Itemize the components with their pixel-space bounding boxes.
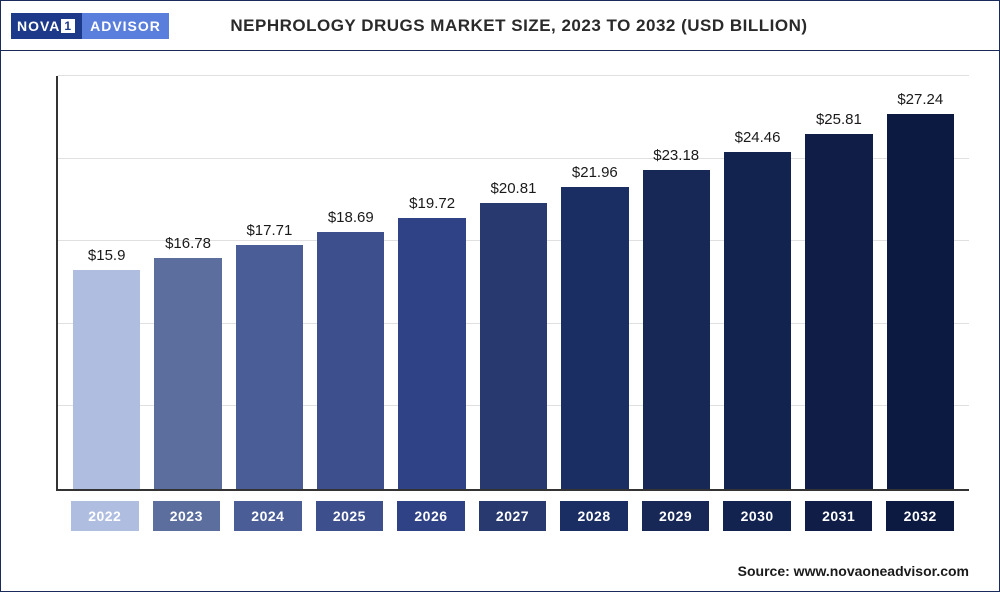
x-axis-year: 2028	[560, 501, 628, 531]
x-axis-year: 2023	[153, 501, 221, 531]
bar-wrap: $27.24	[887, 76, 954, 489]
bar	[154, 258, 221, 489]
x-axis-year: 2022	[71, 501, 139, 531]
bar-value-label: $18.69	[328, 209, 374, 226]
x-axis-year: 2027	[479, 501, 547, 531]
bar	[724, 152, 791, 489]
x-axis-year: 2029	[642, 501, 710, 531]
chart-container: NOVA 1 ADVISOR NEPHROLOGY DRUGS MARKET S…	[0, 0, 1000, 592]
bar-value-label: $17.71	[246, 222, 292, 239]
logo-text-nova: NOVA	[17, 18, 60, 34]
logo: NOVA 1 ADVISOR	[11, 13, 169, 39]
bar	[887, 114, 954, 489]
bar	[73, 270, 140, 489]
bar	[398, 218, 465, 489]
logo-text-one: 1	[61, 19, 75, 33]
bar-wrap: $20.81	[480, 76, 547, 489]
bar-value-label: $25.81	[816, 111, 862, 128]
source-label: Source: www.novaoneadvisor.com	[738, 563, 969, 579]
x-axis-year: 2024	[234, 501, 302, 531]
bar-value-label: $21.96	[572, 164, 618, 181]
bar	[561, 187, 628, 489]
bar-wrap: $19.72	[398, 76, 465, 489]
x-axis-year: 2026	[397, 501, 465, 531]
plot-region: $15.9 $16.78 $17.71 $18.69 $19.72 $20.81 $21.9…	[56, 76, 969, 491]
bar-wrap: $24.46	[724, 76, 791, 489]
bar-value-label: $15.9	[88, 247, 126, 264]
header: NOVA 1 ADVISOR NEPHROLOGY DRUGS MARKET S…	[1, 1, 999, 51]
bar-wrap: $16.78	[154, 76, 221, 489]
bar	[317, 232, 384, 489]
bar-wrap: $17.71	[236, 76, 303, 489]
bar-wrap: $25.81	[805, 76, 872, 489]
bar	[805, 134, 872, 489]
bar	[236, 245, 303, 489]
logo-text-advisor: ADVISOR	[82, 13, 169, 39]
x-axis-year: 2031	[805, 501, 873, 531]
bar-wrap: $15.9	[73, 76, 140, 489]
bar	[643, 170, 710, 489]
bar-value-label: $24.46	[735, 129, 781, 146]
chart-area: $15.9 $16.78 $17.71 $18.69 $19.72 $20.81 $21.9…	[56, 76, 969, 531]
bar-value-label: $19.72	[409, 195, 455, 212]
bar-value-label: $23.18	[653, 147, 699, 164]
x-axis-year: 2032	[886, 501, 954, 531]
bar-wrap: $23.18	[643, 76, 710, 489]
bar-wrap: $21.96	[561, 76, 628, 489]
bar-wrap: $18.69	[317, 76, 384, 489]
bar-value-label: $16.78	[165, 235, 211, 252]
x-axis: 2022 2023 2024 2025 2026 2027 2028 2029 2030 2031…	[56, 501, 969, 531]
x-axis-year: 2030	[723, 501, 791, 531]
bar-value-label: $27.24	[897, 91, 943, 108]
x-axis-year: 2025	[316, 501, 384, 531]
bars-group: $15.9 $16.78 $17.71 $18.69 $19.72 $20.81 $21.9…	[58, 76, 969, 489]
bar-value-label: $20.81	[491, 180, 537, 197]
logo-part-nova: NOVA 1	[11, 13, 82, 39]
chart-title: NEPHROLOGY DRUGS MARKET SIZE, 2023 TO 20…	[189, 16, 989, 36]
bar	[480, 203, 547, 489]
